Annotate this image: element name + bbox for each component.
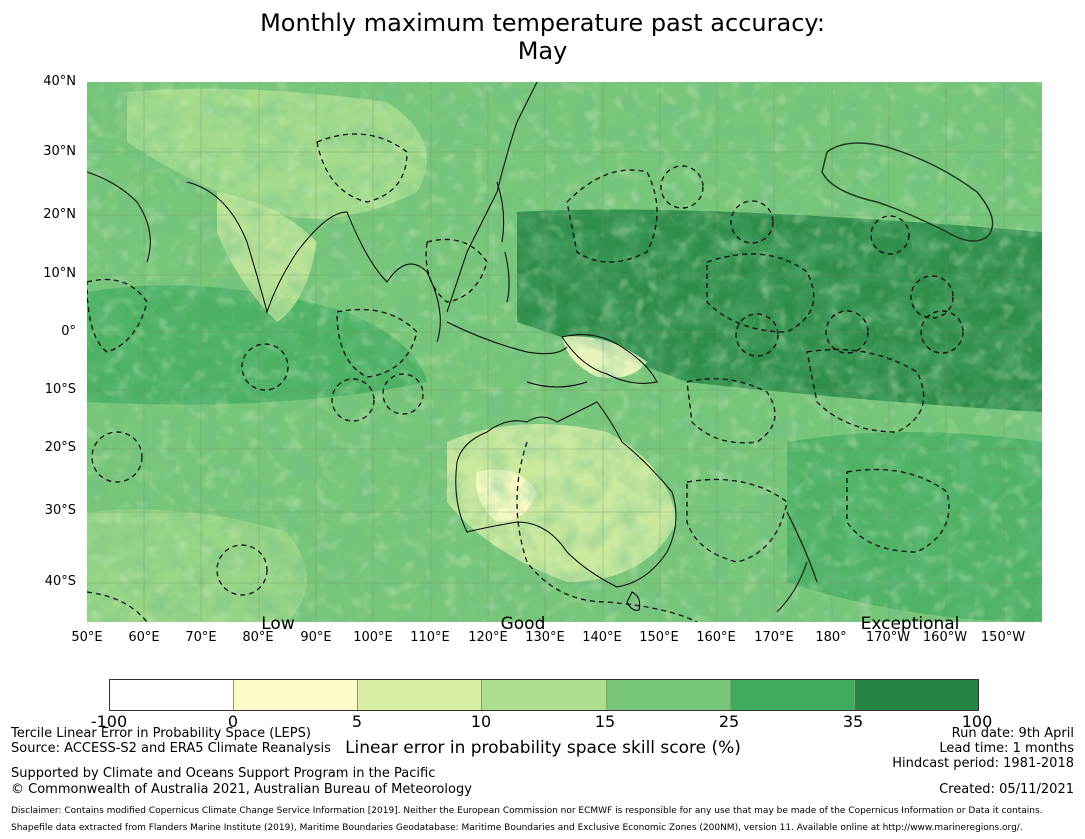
copyright-text: © Commonwealth of Australia 2021, Austra… bbox=[11, 782, 472, 797]
solid-contour bbox=[821, 142, 994, 242]
colorbar-segment bbox=[110, 680, 234, 710]
map-title-line1: Monthly maximum temperature past accurac… bbox=[260, 9, 825, 37]
colorbar-tick: 5 bbox=[351, 712, 363, 731]
skill-score-map bbox=[87, 82, 1042, 622]
lat-label: 10°S bbox=[44, 382, 76, 397]
colorbar-segment bbox=[853, 680, 978, 710]
lon-label: 160°E bbox=[696, 630, 736, 645]
colorbar-segment bbox=[233, 680, 358, 710]
run-date-text: Run date: 9th April bbox=[951, 726, 1074, 741]
map-svg bbox=[87, 82, 1042, 622]
colorbar-segment bbox=[605, 680, 730, 710]
lon-label: 170°W bbox=[865, 630, 911, 645]
category-label-exceptional: Exceptional bbox=[860, 614, 960, 634]
colorbar-tick: 0 bbox=[227, 712, 239, 731]
colorbar-tick: -100 bbox=[90, 712, 128, 731]
lat-label: 30°N bbox=[43, 144, 76, 159]
method-text: Tercile Linear Error in Probability Spac… bbox=[11, 726, 311, 741]
lon-label: 100°E bbox=[353, 630, 393, 645]
lead-time-text: Lead time: 1 months bbox=[939, 741, 1074, 756]
colorbar-tick: 15 bbox=[594, 712, 616, 731]
category-label-low: Low bbox=[261, 614, 295, 634]
colorbar bbox=[109, 679, 979, 711]
colorbar-tick: 25 bbox=[718, 712, 740, 731]
lon-label: 180° bbox=[815, 630, 847, 645]
lat-label: 0° bbox=[61, 324, 76, 339]
lon-label: 110°E bbox=[410, 630, 450, 645]
lat-label: 40°N bbox=[43, 74, 76, 89]
lat-label: 20°S bbox=[44, 440, 76, 455]
colorbar-label: Linear error in probability space skill … bbox=[345, 738, 741, 758]
shapefile-credit-text: Shapefile data extracted from Flanders M… bbox=[11, 823, 1023, 833]
colorbar-segment bbox=[729, 680, 854, 710]
created-text: Created: 05/11/2021 bbox=[939, 782, 1074, 797]
lon-label: 90°E bbox=[300, 630, 332, 645]
lon-label: 160°W bbox=[922, 630, 968, 645]
eez-boundaries bbox=[87, 133, 964, 622]
lon-label: 70°E bbox=[185, 630, 217, 645]
texture-light bbox=[87, 82, 1042, 622]
lon-label: 60°E bbox=[128, 630, 160, 645]
lon-label: 150°W bbox=[980, 630, 1026, 645]
map-title-line2: May bbox=[517, 37, 568, 65]
lat-label: 30°S bbox=[44, 503, 76, 518]
lon-label: 50°E bbox=[71, 630, 103, 645]
colorbar-segment bbox=[481, 680, 606, 710]
disclaimer-text: Disclaimer: Contains modified Copernicus… bbox=[11, 806, 1043, 816]
support-text: Supported by Climate and Oceans Support … bbox=[11, 766, 436, 781]
hindcast-text: Hindcast period: 1981-2018 bbox=[892, 756, 1074, 771]
colorbar-tick: 35 bbox=[842, 712, 864, 731]
lon-label: 150°E bbox=[639, 630, 679, 645]
source-text: Source: ACCESS-S2 and ERA5 Climate Reana… bbox=[11, 741, 331, 756]
lon-label: 130°E bbox=[525, 630, 565, 645]
lon-label: 80°E bbox=[242, 630, 274, 645]
lat-label: 20°N bbox=[43, 207, 76, 222]
lon-label: 140°E bbox=[582, 630, 622, 645]
lon-label: 120°E bbox=[468, 630, 508, 645]
lat-label: 10°N bbox=[43, 266, 76, 281]
gridlines bbox=[87, 82, 1042, 622]
lat-label: 40°S bbox=[44, 574, 76, 589]
category-label-good: Good bbox=[500, 614, 546, 634]
lon-label: 170°E bbox=[754, 630, 794, 645]
colorbar-tick: 100 bbox=[961, 712, 993, 731]
coastlines bbox=[87, 82, 818, 613]
colorbar-segment bbox=[357, 680, 482, 710]
colorbar-tick: 10 bbox=[470, 712, 492, 731]
